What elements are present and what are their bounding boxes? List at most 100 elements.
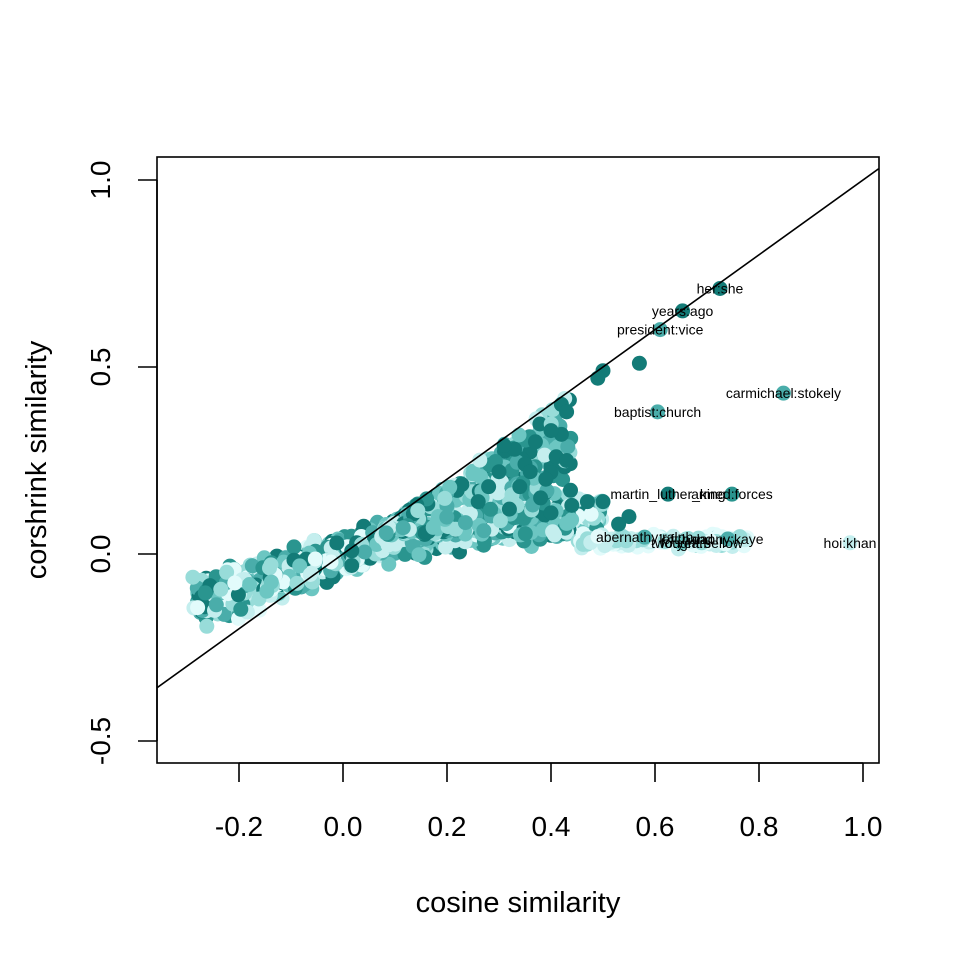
point-annotation: danny:kaye xyxy=(692,531,764,547)
y-tick-label: 0.5 xyxy=(85,348,116,387)
point-annotation: president:vice xyxy=(617,322,704,338)
highlight-point xyxy=(527,434,543,450)
point-annotation: armed:forces xyxy=(691,486,773,502)
highlight-point xyxy=(611,516,627,532)
data-point xyxy=(511,427,527,443)
highlight-point xyxy=(564,497,580,513)
x-tick-label: 0.0 xyxy=(324,811,363,842)
data-point xyxy=(357,544,373,560)
x-tick-label: 0.6 xyxy=(636,811,675,842)
x-axis: -0.2 0.0 0.2 0.4 0.6 0.8 1.0 xyxy=(215,762,882,842)
labeled-point xyxy=(650,404,666,420)
point-annotation: martin_luther_king xyxy=(610,486,725,502)
highlight-point xyxy=(543,505,559,521)
data-point xyxy=(555,472,571,487)
data-point xyxy=(185,569,201,585)
y-tick-label: 0.0 xyxy=(85,535,116,574)
data-point xyxy=(302,567,318,582)
x-tick-label: -0.2 xyxy=(215,811,263,842)
point-annotation: years:ago xyxy=(652,303,714,319)
y-tick-label: -0.5 xyxy=(85,717,116,765)
data-point xyxy=(473,469,489,484)
data-point xyxy=(263,574,279,590)
data-point xyxy=(437,490,453,506)
data-point xyxy=(545,524,561,540)
data-point xyxy=(289,575,305,591)
labeled-point xyxy=(694,535,710,551)
data-point xyxy=(454,476,470,492)
data-point xyxy=(476,523,492,539)
data-point xyxy=(329,535,345,551)
point-annotation: her:she xyxy=(697,280,744,296)
labeled-points-layer xyxy=(470,280,858,551)
data-point xyxy=(537,447,553,463)
data-point xyxy=(197,585,213,601)
data-point xyxy=(562,514,578,530)
x-tick-label: 0.8 xyxy=(740,811,779,842)
highlight-point xyxy=(579,494,595,510)
point-annotation: fought:bellow xyxy=(661,535,744,551)
data-point xyxy=(395,520,411,536)
y-axis-title: corshrink similarity xyxy=(21,340,53,579)
y-axis: -0.5 0.0 0.5 1.0 xyxy=(85,161,158,765)
highlight-point xyxy=(533,490,549,506)
highlight-point xyxy=(595,494,611,510)
data-point xyxy=(381,556,397,572)
point-annotation: carmichael:stokely xyxy=(726,385,841,401)
data-point xyxy=(457,515,473,531)
data-point xyxy=(410,503,426,519)
labeled-point xyxy=(842,535,858,551)
identity-reference-line xyxy=(157,168,879,689)
labeled-point xyxy=(775,385,791,401)
labeled-point xyxy=(637,529,653,545)
data-point xyxy=(483,501,499,517)
point-annotation: abernathy:ralph xyxy=(596,529,693,545)
data-point xyxy=(492,513,508,529)
point-annotation: baptist:church xyxy=(614,404,701,420)
data-point xyxy=(378,525,394,541)
x-tick-label: 0.4 xyxy=(532,811,571,842)
highlight-point xyxy=(501,501,517,517)
data-point xyxy=(230,587,246,603)
highlight-point xyxy=(538,471,554,487)
highlight-point xyxy=(559,404,575,420)
data-point xyxy=(344,543,360,559)
data-point xyxy=(616,529,632,545)
data-point xyxy=(439,509,455,525)
data-point xyxy=(583,506,599,522)
data-point xyxy=(344,558,360,573)
data-point xyxy=(213,581,229,597)
highlight-point xyxy=(481,479,497,495)
data-point xyxy=(252,602,267,618)
labeled-point xyxy=(660,486,676,502)
data-point xyxy=(563,482,578,498)
highlight-point xyxy=(559,453,575,468)
highlight-point xyxy=(522,464,538,480)
data-point xyxy=(233,601,249,617)
data-point xyxy=(242,577,257,592)
data-point xyxy=(292,558,308,574)
data-point xyxy=(657,533,673,549)
highlight-point xyxy=(590,370,606,386)
data-point xyxy=(307,551,323,567)
y-tick-label: 1.0 xyxy=(85,161,116,200)
point-annotation: hoi:khan xyxy=(824,535,877,551)
data-point xyxy=(472,452,488,468)
annotation-layer: her:she years:ago president:vice carmichael… xyxy=(596,280,877,550)
highlight-point xyxy=(631,355,647,371)
data-point xyxy=(517,526,533,542)
labeled-point xyxy=(673,535,689,551)
data-point xyxy=(286,539,302,555)
highlight-point xyxy=(496,438,512,454)
data-point xyxy=(532,416,548,432)
labeled-point xyxy=(652,322,668,338)
data-point xyxy=(560,439,576,455)
data-point xyxy=(190,600,206,616)
highlight-point xyxy=(512,479,528,495)
highlight-point xyxy=(543,423,559,439)
data-point xyxy=(208,597,224,613)
data-point xyxy=(590,529,606,544)
data-point xyxy=(227,575,243,591)
point-annotation: two:years xyxy=(651,535,711,551)
